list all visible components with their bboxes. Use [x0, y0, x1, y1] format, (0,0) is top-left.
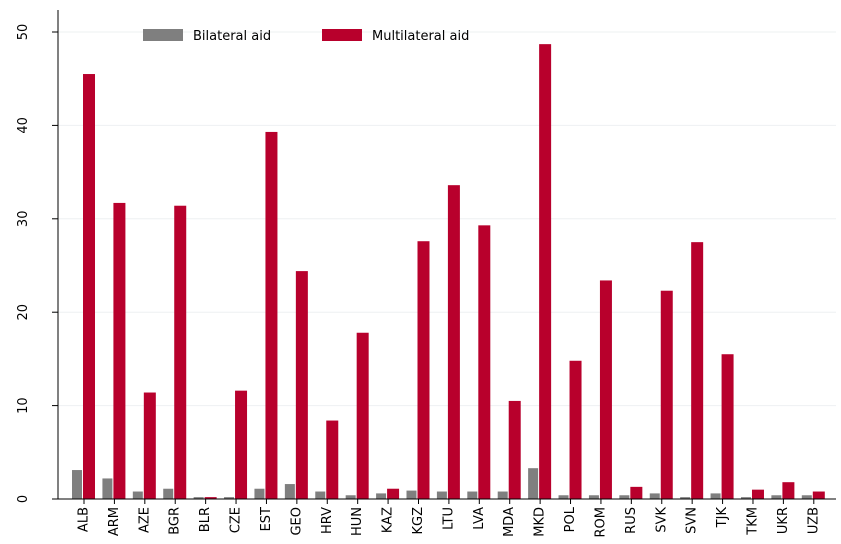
x-tick-label: BGR [168, 507, 183, 535]
bar [406, 490, 417, 499]
x-tick-label: MDA [502, 507, 517, 537]
legend-swatch [322, 29, 362, 41]
bar [740, 497, 751, 499]
bar [265, 131, 278, 500]
x-tick-label: EST [259, 507, 274, 531]
x-tick-label: KGZ [411, 507, 426, 535]
bar [417, 241, 430, 499]
x-tick-label: TJK [715, 507, 730, 529]
bar [558, 495, 569, 499]
x-tick-label: KAZ [381, 507, 396, 533]
x-tick-label: LTU [441, 507, 456, 530]
bar [539, 44, 552, 499]
legend-label: Bilateral aid [193, 29, 271, 44]
x-tick-label: MKD [533, 507, 548, 537]
bar [478, 225, 491, 499]
bar [782, 482, 795, 499]
bar [467, 491, 478, 499]
x-tick-label: SVN [685, 507, 700, 534]
bar [801, 495, 812, 499]
legend-label: Multilateral aid [372, 29, 469, 44]
bar [204, 497, 217, 499]
x-tick-label: HRV [320, 507, 335, 534]
bar [569, 360, 582, 499]
bar [143, 392, 156, 499]
bar [174, 205, 187, 499]
x-tick-label: SVK [654, 507, 669, 533]
bar [102, 478, 113, 499]
bar [284, 484, 295, 499]
legend-swatch [143, 29, 183, 41]
bar [619, 495, 630, 499]
bar [649, 493, 660, 499]
x-tick-label: HUN [350, 507, 365, 536]
bar [315, 491, 326, 499]
bar [235, 390, 248, 499]
bar [254, 488, 265, 499]
x-tick-label: AZE [137, 507, 152, 533]
bar [436, 491, 447, 499]
bar [599, 280, 612, 499]
x-tick-label: ALB [77, 507, 92, 532]
x-tick-label: GEO [289, 507, 304, 536]
y-tick-label: 50 [16, 24, 31, 41]
bar [387, 488, 400, 499]
bar [497, 491, 508, 499]
x-tick-label: TKM [745, 507, 760, 536]
bar [721, 354, 734, 499]
bar [193, 497, 204, 499]
bar [751, 489, 764, 499]
bar [83, 74, 96, 499]
x-tick-label: POL [563, 506, 578, 532]
y-tick-label: 20 [16, 304, 31, 321]
bar [588, 495, 599, 499]
bar [680, 497, 691, 499]
x-tick-label: RUS [624, 507, 639, 534]
bar [224, 497, 235, 499]
bar [528, 468, 539, 499]
y-tick-label: 40 [16, 117, 31, 134]
bar [113, 202, 126, 499]
x-tick-label: ROM [593, 507, 608, 537]
x-tick-label: CZE [229, 507, 244, 533]
bar [132, 491, 143, 499]
bar [376, 493, 387, 499]
bar [345, 495, 356, 499]
bar [163, 488, 174, 499]
bar [710, 493, 721, 499]
x-tick-label: BLR [198, 507, 213, 532]
x-tick-label: LVA [472, 507, 487, 530]
bar [508, 400, 521, 499]
bar [72, 470, 83, 499]
bar [447, 185, 460, 499]
bar [771, 495, 782, 499]
bar [326, 420, 339, 499]
x-tick-label: UZB [806, 507, 821, 534]
bar [812, 491, 825, 499]
bar [660, 290, 673, 499]
bar [295, 271, 308, 499]
y-tick-label: 10 [16, 397, 31, 414]
y-tick-label: 30 [16, 211, 31, 228]
bar [356, 332, 369, 499]
bar [691, 242, 704, 499]
x-tick-label: ARM [107, 507, 122, 536]
y-tick-label: 0 [16, 495, 31, 503]
bar [630, 486, 643, 499]
x-tick-label: UKR [776, 507, 791, 534]
